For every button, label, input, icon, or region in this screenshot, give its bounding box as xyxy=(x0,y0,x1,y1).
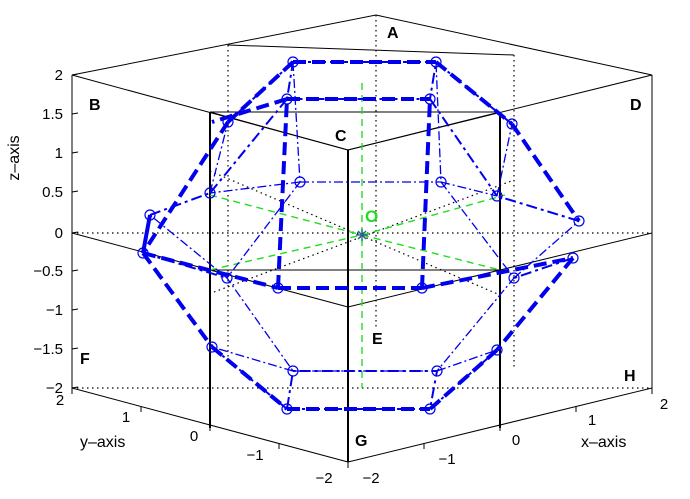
z-tick-label: 0.5 xyxy=(42,184,63,201)
vertex-marker xyxy=(222,116,234,128)
label-h: H xyxy=(624,368,636,385)
vertex-marker xyxy=(508,272,520,284)
vertex-marker xyxy=(430,56,442,68)
label-f: F xyxy=(80,351,90,368)
label-e: E xyxy=(372,331,383,348)
z-tick-label: 1 xyxy=(55,145,63,162)
vertex-marker xyxy=(287,56,299,68)
vertex-marker xyxy=(506,118,518,130)
y-axis-label: y–axis xyxy=(80,434,125,451)
vertex-marker xyxy=(206,341,218,353)
center-asterisk-marker xyxy=(356,229,368,241)
label-c: C xyxy=(335,128,347,145)
x-axis-ticks xyxy=(347,388,653,468)
vertex-marker xyxy=(491,190,503,202)
z-tick-label: −1.5 xyxy=(33,341,63,358)
vertex-marker xyxy=(491,344,503,356)
vertex-marker xyxy=(221,272,233,284)
hidden-grid-lines xyxy=(72,15,652,389)
vertex-marker xyxy=(435,176,447,188)
label-g: G xyxy=(355,433,367,450)
z-tick-label: −0.5 xyxy=(33,263,63,280)
vertex-marker xyxy=(573,215,585,227)
polyhedron-vertices xyxy=(137,56,585,415)
z-tick-label: 0 xyxy=(55,225,63,242)
z-tick-label: −2 xyxy=(46,380,63,397)
label-a: A xyxy=(387,25,399,42)
vertex-marker xyxy=(424,93,436,105)
origin-label: O xyxy=(365,207,378,226)
polyhedron-thin-edges xyxy=(149,61,580,372)
z-tick-label: 1.5 xyxy=(42,106,63,123)
vertex-marker xyxy=(281,93,293,105)
z-axis-ticks xyxy=(71,73,79,389)
x-axis-tick-labels: −2 −1 0 1 2 xyxy=(362,396,668,487)
vertex-marker xyxy=(144,209,156,221)
label-b: B xyxy=(89,97,101,114)
y-axis-tick-labels: 2 1 0 −1 −2 xyxy=(56,392,333,487)
z-tick-label: 2 xyxy=(55,67,63,84)
x-tick-label: 1 xyxy=(588,412,596,429)
x-tick-label: −2 xyxy=(362,470,379,487)
y-tick-label: −1 xyxy=(246,447,263,464)
vertex-marker xyxy=(567,252,579,264)
y-tick-label: 2 xyxy=(56,392,64,409)
polyhedron-solid-edge xyxy=(141,214,152,254)
x-tick-label: 0 xyxy=(512,432,520,449)
x-axis-label: x–axis xyxy=(581,434,626,451)
vertex-marker xyxy=(272,282,284,294)
vertex-marker xyxy=(416,282,428,294)
z-axis-label: z–axis xyxy=(6,135,23,180)
y-tick-label: 0 xyxy=(190,428,198,445)
polyhedron-thick-edges xyxy=(141,60,581,411)
z-tick-label: −1 xyxy=(46,302,63,319)
vertex-marker xyxy=(204,187,216,199)
y-tick-label: −2 xyxy=(315,470,332,487)
vertex-marker xyxy=(287,365,299,377)
vertex-marker xyxy=(431,365,443,377)
x-tick-label: 2 xyxy=(660,396,668,413)
z-axis-tick-labels: 2 1.5 1 0.5 0 −0.5 −1 −1.5 −2 xyxy=(33,67,63,397)
vertex-marker xyxy=(294,176,306,188)
x-tick-label: −1 xyxy=(438,451,455,468)
vertex-marker xyxy=(281,403,293,415)
vertex-marker xyxy=(424,403,436,415)
label-d: D xyxy=(630,97,642,114)
center-lines xyxy=(209,83,506,388)
vertex-marker xyxy=(137,247,149,259)
y-tick-label: 1 xyxy=(122,409,130,426)
